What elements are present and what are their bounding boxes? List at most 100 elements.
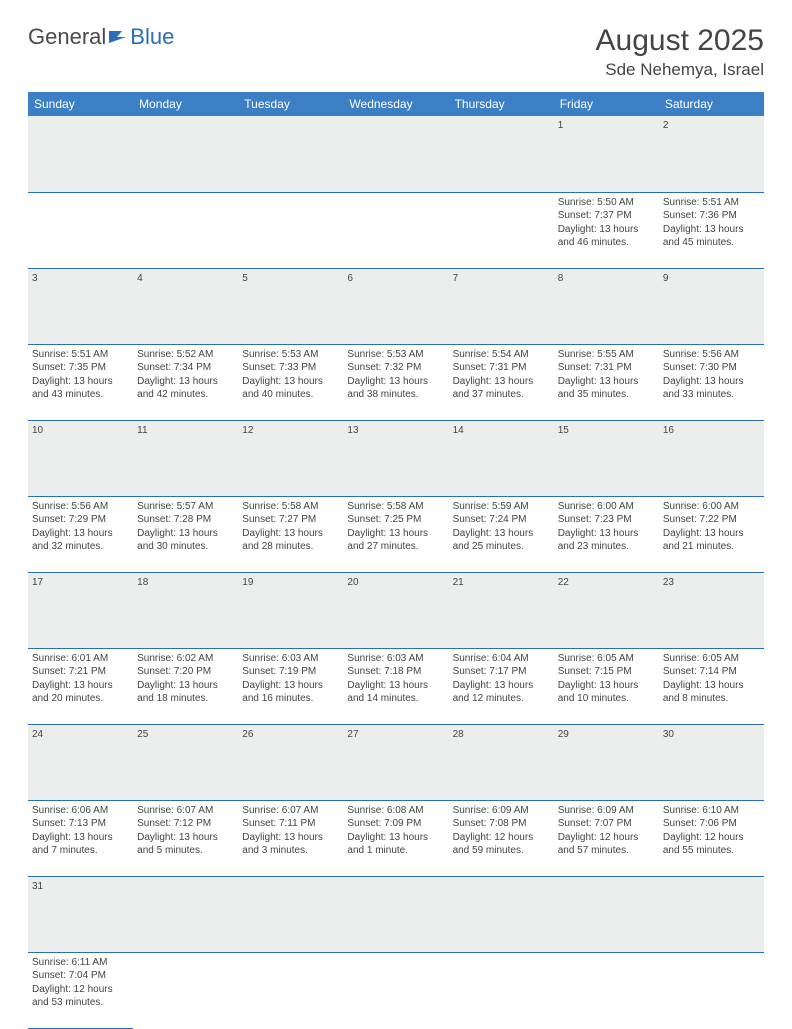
day-cell: Sunrise: 6:04 AMSunset: 7:17 PMDaylight:…: [449, 648, 554, 724]
sunset-line: Sunset: 7:20 PM: [137, 665, 234, 679]
daylight-line: Daylight: 13 hours and 21 minutes.: [663, 527, 760, 554]
day-cell: Sunrise: 6:03 AMSunset: 7:18 PMDaylight:…: [343, 648, 448, 724]
sunset-line: Sunset: 7:31 PM: [453, 361, 550, 375]
location: Sde Nehemya, Israel: [596, 60, 764, 80]
day-cell: Sunrise: 6:03 AMSunset: 7:19 PMDaylight:…: [238, 648, 343, 724]
day-number: 23: [659, 572, 764, 648]
day-cell: [133, 952, 238, 1028]
day-cell: [554, 952, 659, 1028]
daylight-line: Daylight: 13 hours and 28 minutes.: [242, 527, 339, 554]
day-number: 31: [28, 876, 133, 952]
week-row: Sunrise: 6:06 AMSunset: 7:13 PMDaylight:…: [28, 800, 764, 876]
day-cell: Sunrise: 6:08 AMSunset: 7:09 PMDaylight:…: [343, 800, 448, 876]
sunset-line: Sunset: 7:06 PM: [663, 817, 760, 831]
sunrise-line: Sunrise: 6:08 AM: [347, 804, 444, 818]
sunrise-line: Sunrise: 5:58 AM: [242, 500, 339, 514]
day-cell: Sunrise: 5:59 AMSunset: 7:24 PMDaylight:…: [449, 496, 554, 572]
day-cell: Sunrise: 6:06 AMSunset: 7:13 PMDaylight:…: [28, 800, 133, 876]
day-cell: Sunrise: 6:00 AMSunset: 7:22 PMDaylight:…: [659, 496, 764, 572]
day-number: [28, 116, 133, 192]
daylight-line: Daylight: 13 hours and 42 minutes.: [137, 375, 234, 402]
day-cell: Sunrise: 5:56 AMSunset: 7:30 PMDaylight:…: [659, 344, 764, 420]
day-number: [554, 876, 659, 952]
sunset-line: Sunset: 7:24 PM: [453, 513, 550, 527]
flag-icon: [108, 29, 128, 45]
sunset-line: Sunset: 7:14 PM: [663, 665, 760, 679]
daylight-line: Daylight: 12 hours and 53 minutes.: [32, 983, 129, 1010]
day-cell: Sunrise: 5:52 AMSunset: 7:34 PMDaylight:…: [133, 344, 238, 420]
daylight-line: Daylight: 13 hours and 45 minutes.: [663, 223, 760, 250]
day-cell: Sunrise: 6:09 AMSunset: 7:07 PMDaylight:…: [554, 800, 659, 876]
day-cell: [449, 192, 554, 268]
sunset-line: Sunset: 7:31 PM: [558, 361, 655, 375]
day-number: 18: [133, 572, 238, 648]
sunset-line: Sunset: 7:08 PM: [453, 817, 550, 831]
sunset-line: Sunset: 7:29 PM: [32, 513, 129, 527]
day-cell: Sunrise: 6:07 AMSunset: 7:11 PMDaylight:…: [238, 800, 343, 876]
daylight-line: Daylight: 13 hours and 5 minutes.: [137, 831, 234, 858]
day-cell: Sunrise: 5:51 AMSunset: 7:36 PMDaylight:…: [659, 192, 764, 268]
daylight-line: Daylight: 13 hours and 10 minutes.: [558, 679, 655, 706]
calendar-body: 12 Sunrise: 5:50 AMSunset: 7:37 PMDaylig…: [28, 116, 764, 1028]
daylight-line: Daylight: 13 hours and 32 minutes.: [32, 527, 129, 554]
day-number: 9: [659, 268, 764, 344]
sunset-line: Sunset: 7:22 PM: [663, 513, 760, 527]
sunset-line: Sunset: 7:18 PM: [347, 665, 444, 679]
sunrise-line: Sunrise: 5:56 AM: [32, 500, 129, 514]
day-number: [238, 116, 343, 192]
sunset-line: Sunset: 7:35 PM: [32, 361, 129, 375]
weekday-header: Wednesday: [343, 92, 448, 116]
header: General Blue August 2025 Sde Nehemya, Is…: [28, 24, 764, 80]
sunrise-line: Sunrise: 5:56 AM: [663, 348, 760, 362]
daylight-line: Daylight: 13 hours and 14 minutes.: [347, 679, 444, 706]
sunrise-line: Sunrise: 5:59 AM: [453, 500, 550, 514]
sunset-line: Sunset: 7:09 PM: [347, 817, 444, 831]
daylight-line: Daylight: 13 hours and 46 minutes.: [558, 223, 655, 250]
day-number: [659, 876, 764, 952]
day-cell: [343, 952, 448, 1028]
day-number: 25: [133, 724, 238, 800]
sunset-line: Sunset: 7:13 PM: [32, 817, 129, 831]
daylight-line: Daylight: 13 hours and 20 minutes.: [32, 679, 129, 706]
day-cell: Sunrise: 6:07 AMSunset: 7:12 PMDaylight:…: [133, 800, 238, 876]
week-row: Sunrise: 5:50 AMSunset: 7:37 PMDaylight:…: [28, 192, 764, 268]
sunset-line: Sunset: 7:12 PM: [137, 817, 234, 831]
day-cell: [238, 192, 343, 268]
day-number: 1: [554, 116, 659, 192]
sunrise-line: Sunrise: 5:53 AM: [242, 348, 339, 362]
sunset-line: Sunset: 7:34 PM: [137, 361, 234, 375]
day-cell: Sunrise: 5:53 AMSunset: 7:33 PMDaylight:…: [238, 344, 343, 420]
sunrise-line: Sunrise: 5:55 AM: [558, 348, 655, 362]
day-cell: Sunrise: 6:09 AMSunset: 7:08 PMDaylight:…: [449, 800, 554, 876]
sunrise-line: Sunrise: 5:51 AM: [663, 196, 760, 210]
day-cell: Sunrise: 6:05 AMSunset: 7:15 PMDaylight:…: [554, 648, 659, 724]
sunset-line: Sunset: 7:07 PM: [558, 817, 655, 831]
sunrise-line: Sunrise: 5:53 AM: [347, 348, 444, 362]
day-cell: [238, 952, 343, 1028]
sunrise-line: Sunrise: 5:52 AM: [137, 348, 234, 362]
day-number: 26: [238, 724, 343, 800]
week-row: Sunrise: 5:56 AMSunset: 7:29 PMDaylight:…: [28, 496, 764, 572]
day-number: 17: [28, 572, 133, 648]
daynum-row: 17181920212223: [28, 572, 764, 648]
daylight-line: Daylight: 13 hours and 35 minutes.: [558, 375, 655, 402]
day-number: 29: [554, 724, 659, 800]
sunrise-line: Sunrise: 5:58 AM: [347, 500, 444, 514]
weekday-header-row: Sunday Monday Tuesday Wednesday Thursday…: [28, 92, 764, 116]
sunset-line: Sunset: 7:33 PM: [242, 361, 339, 375]
sunrise-line: Sunrise: 6:11 AM: [32, 956, 129, 970]
day-cell: Sunrise: 6:02 AMSunset: 7:20 PMDaylight:…: [133, 648, 238, 724]
daylight-line: Daylight: 13 hours and 8 minutes.: [663, 679, 760, 706]
day-cell: Sunrise: 6:11 AMSunset: 7:04 PMDaylight:…: [28, 952, 133, 1028]
daylight-line: Daylight: 13 hours and 1 minute.: [347, 831, 444, 858]
day-number: 10: [28, 420, 133, 496]
sunset-line: Sunset: 7:25 PM: [347, 513, 444, 527]
day-cell: Sunrise: 6:10 AMSunset: 7:06 PMDaylight:…: [659, 800, 764, 876]
day-number: 27: [343, 724, 448, 800]
sunset-line: Sunset: 7:23 PM: [558, 513, 655, 527]
day-number: 4: [133, 268, 238, 344]
week-row: Sunrise: 5:51 AMSunset: 7:35 PMDaylight:…: [28, 344, 764, 420]
weekday-header: Saturday: [659, 92, 764, 116]
weekday-header: Friday: [554, 92, 659, 116]
day-number: [343, 116, 448, 192]
